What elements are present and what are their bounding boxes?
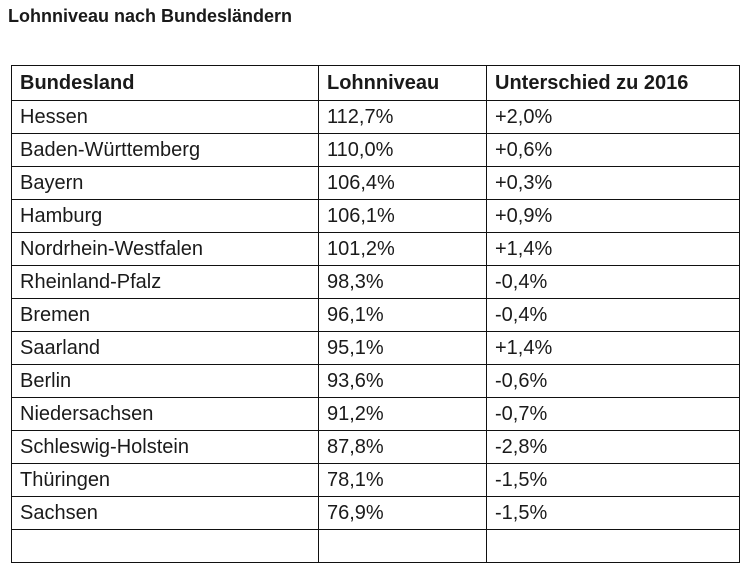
table-header: Bundesland Lohnniveau Unterschied zu 201… [11,65,740,101]
table-row: Rheinland-Pfalz 98,3% -0,4% [11,265,740,299]
cell-bundesland: Baden-Württemberg [11,133,319,167]
cell-lohnniveau: 91,2% [318,397,487,431]
cell-bundesland: Saarland [11,331,319,365]
table-row: Nordrhein-Westfalen 101,2% +1,4% [11,232,740,266]
cell-unterschied: +1,4% [486,331,740,365]
cell-unterschied: -1,5% [486,463,740,497]
cell-bundesland: Berlin [11,364,319,398]
cell-unterschied: -1,5% [486,496,740,530]
cell-unterschied: -0,6% [486,364,740,398]
table-row: Thüringen 78,1% -1,5% [11,463,740,497]
table-container: Bundesland Lohnniveau Unterschied zu 201… [11,65,740,563]
cell-bundesland: Hessen [11,100,319,134]
column-header-unterschied: Unterschied zu 2016 [486,65,740,101]
table-row-cutoff [11,529,740,563]
column-header-bundesland: Bundesland [11,65,319,101]
cell-lohnniveau-cutoff [318,529,487,563]
table-row: Niedersachsen 91,2% -0,7% [11,397,740,431]
table-row: Bayern 106,4% +0,3% [11,166,740,200]
cell-bundesland: Bayern [11,166,319,200]
table-row: Hessen 112,7% +2,0% [11,100,740,134]
table-row: Hamburg 106,1% +0,9% [11,199,740,233]
cell-lohnniveau: 76,9% [318,496,487,530]
cell-bundesland: Nordrhein-Westfalen [11,232,319,266]
cell-lohnniveau: 96,1% [318,298,487,332]
cell-bundesland-cutoff [11,529,319,563]
cell-unterschied: +0,3% [486,166,740,200]
cell-unterschied: -0,4% [486,265,740,299]
table-header-row: Bundesland Lohnniveau Unterschied zu 201… [11,65,740,101]
table-row: Sachsen 76,9% -1,5% [11,496,740,530]
cell-lohnniveau: 98,3% [318,265,487,299]
cell-lohnniveau: 87,8% [318,430,487,464]
cell-lohnniveau: 110,0% [318,133,487,167]
cell-lohnniveau: 106,1% [318,199,487,233]
table-row: Baden-Württemberg 110,0% +0,6% [11,133,740,167]
cell-unterschied: +2,0% [486,100,740,134]
cell-unterschied-cutoff [486,529,740,563]
cell-lohnniveau: 93,6% [318,364,487,398]
cell-unterschied: -0,4% [486,298,740,332]
cell-bundesland: Rheinland-Pfalz [11,265,319,299]
table-row: Saarland 95,1% +1,4% [11,331,740,365]
cell-unterschied: +0,6% [486,133,740,167]
cell-unterschied: -0,7% [486,397,740,431]
cell-unterschied: -2,8% [486,430,740,464]
cell-lohnniveau: 112,7% [318,100,487,134]
cell-lohnniveau: 106,4% [318,166,487,200]
cell-lohnniveau: 101,2% [318,232,487,266]
cell-bundesland: Hamburg [11,199,319,233]
page-title: Lohnniveau nach Bundesländern [8,6,293,26]
cell-bundesland: Thüringen [11,463,319,497]
table-row: Schleswig-Holstein 87,8% -2,8% [11,430,740,464]
column-header-lohnniveau: Lohnniveau [318,65,487,101]
data-table: Bundesland Lohnniveau Unterschied zu 201… [11,65,740,563]
cell-lohnniveau: 95,1% [318,331,487,365]
cell-unterschied: +1,4% [486,232,740,266]
cell-bundesland: Niedersachsen [11,397,319,431]
cell-bundesland: Bremen [11,298,319,332]
table-body: Hessen 112,7% +2,0% Baden-Württemberg 11… [11,100,740,563]
table-row: Bremen 96,1% -0,4% [11,298,740,332]
cell-bundesland: Schleswig-Holstein [11,430,319,464]
cell-lohnniveau: 78,1% [318,463,487,497]
cell-bundesland: Sachsen [11,496,319,530]
cell-unterschied: +0,9% [486,199,740,233]
table-row: Berlin 93,6% -0,6% [11,364,740,398]
